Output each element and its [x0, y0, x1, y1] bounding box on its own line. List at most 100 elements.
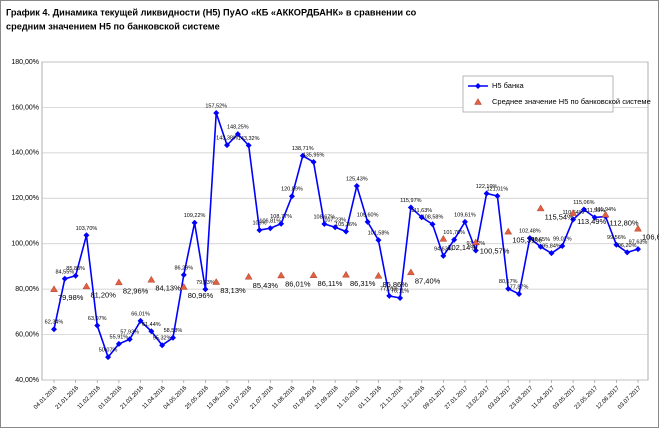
- diamond-marker: [299, 152, 306, 159]
- triangle-marker: [309, 271, 318, 278]
- y-tick-label: 100,00%: [11, 241, 39, 248]
- diamond-marker: [580, 206, 587, 213]
- triangle-marker: [569, 209, 577, 216]
- triangle-marker: [115, 278, 123, 286]
- triangle-marker: [407, 268, 415, 276]
- value-label: 98,65%: [531, 237, 550, 243]
- chart-title: График 4. Динамика текущей ликвидности (…: [6, 7, 417, 17]
- diamond-marker: [364, 218, 371, 225]
- diamond-marker: [256, 227, 263, 234]
- diamond-marker: [472, 247, 479, 254]
- triangle-marker: [474, 98, 482, 105]
- value-label: 76,11%: [391, 288, 409, 294]
- diamond-marker: [288, 193, 295, 200]
- value-label: 103,70%: [76, 226, 98, 232]
- value-label: 63,97%: [88, 316, 107, 322]
- diamond-marker: [191, 219, 198, 226]
- value-label: 94,63%: [434, 246, 453, 252]
- value-label: 100,57%: [480, 246, 510, 255]
- value-label: 111,63%: [411, 208, 432, 214]
- triangle-marker: [147, 275, 156, 283]
- triangle-marker: [82, 282, 91, 290]
- diamond-marker: [418, 214, 425, 221]
- diamond-marker: [429, 221, 436, 228]
- value-label: 148,25%: [227, 125, 249, 131]
- value-label: 115,06%: [573, 200, 594, 206]
- diamond-marker: [559, 242, 566, 249]
- diamond-marker: [148, 328, 155, 335]
- value-label: 99,01%: [553, 236, 572, 242]
- y-tick-label: 60,00%: [15, 331, 39, 338]
- diamond-marker: [548, 250, 555, 257]
- diamond-marker: [375, 237, 382, 244]
- value-label: 55,32%: [153, 336, 172, 342]
- value-label: 120,89%: [281, 187, 303, 193]
- value-label: 87,40%: [415, 276, 441, 285]
- value-label: 125,43%: [346, 176, 368, 182]
- diamond-marker: [407, 204, 414, 211]
- triangle-marker: [374, 271, 383, 279]
- diamond-marker: [105, 354, 112, 361]
- value-label: 82,96%: [123, 286, 149, 295]
- value-label: 95,84%: [542, 244, 561, 250]
- diamond-marker: [115, 340, 122, 347]
- diamond-marker: [159, 342, 166, 349]
- diamond-marker: [440, 252, 447, 259]
- y-tick-label: 120,00%: [11, 195, 39, 202]
- value-label: 85,43%: [253, 281, 279, 290]
- diamond-marker: [202, 286, 209, 293]
- diamond-marker: [224, 142, 231, 149]
- value-label: 77,87%: [510, 284, 529, 290]
- triangle-marker: [439, 234, 448, 242]
- diamond-marker: [213, 110, 220, 117]
- value-label: 79,93%: [196, 280, 215, 286]
- value-label: 143,38%: [216, 136, 238, 142]
- diamond-marker: [624, 249, 631, 256]
- value-label: 109,61%: [454, 212, 476, 218]
- value-label: 79,98%: [58, 293, 84, 302]
- value-label: 106,61%: [642, 233, 659, 242]
- value-label: 86,29%: [174, 265, 193, 271]
- value-label: 84,13%: [155, 284, 181, 293]
- value-label: 101,76%: [443, 230, 465, 236]
- value-label: 81,20%: [90, 290, 116, 299]
- triangle-marker: [504, 227, 513, 235]
- diamond-marker: [505, 285, 512, 292]
- diamond-marker: [343, 228, 349, 235]
- value-label: 85,88%: [66, 266, 85, 272]
- value-label: 66,01%: [131, 311, 150, 317]
- triangle-marker: [601, 210, 610, 218]
- triangle-marker: [179, 283, 188, 290]
- legend-label: Н5 банка: [492, 81, 525, 90]
- legend-label: Среднее значение Н5 по банковской систем…: [492, 97, 651, 106]
- y-tick-label: 180,00%: [11, 59, 39, 66]
- value-label: 85,86%: [382, 280, 408, 289]
- triangle-marker: [634, 224, 642, 232]
- diamond-marker: [451, 236, 458, 243]
- value-label: 113,49%: [577, 217, 606, 226]
- value-label: 122,10%: [476, 184, 498, 190]
- value-label: 109,60%: [357, 212, 379, 218]
- value-label: 121,01%: [487, 186, 509, 192]
- diamond-marker: [234, 131, 241, 138]
- value-label: 86,11%: [318, 279, 343, 288]
- triangle-marker: [471, 238, 480, 246]
- value-label: 112,80%: [610, 219, 639, 228]
- diamond-marker: [483, 190, 490, 197]
- diamond-marker: [526, 235, 533, 242]
- value-label: 105,36%: [335, 222, 357, 228]
- diamond-marker: [61, 275, 68, 282]
- value-label: 84,55%: [55, 269, 74, 275]
- diamond-marker: [386, 292, 393, 299]
- diamond-marker: [180, 271, 187, 278]
- diamond-marker: [245, 142, 252, 149]
- diamond-marker: [94, 322, 101, 329]
- value-label: 102,14%: [447, 243, 477, 252]
- value-label: 115,97%: [400, 198, 421, 204]
- value-label: 80,96%: [188, 291, 214, 300]
- value-label: 77,01%: [380, 286, 399, 292]
- diamond-marker: [635, 246, 641, 253]
- triangle-marker: [212, 278, 221, 285]
- value-label: 106,81%: [259, 219, 281, 225]
